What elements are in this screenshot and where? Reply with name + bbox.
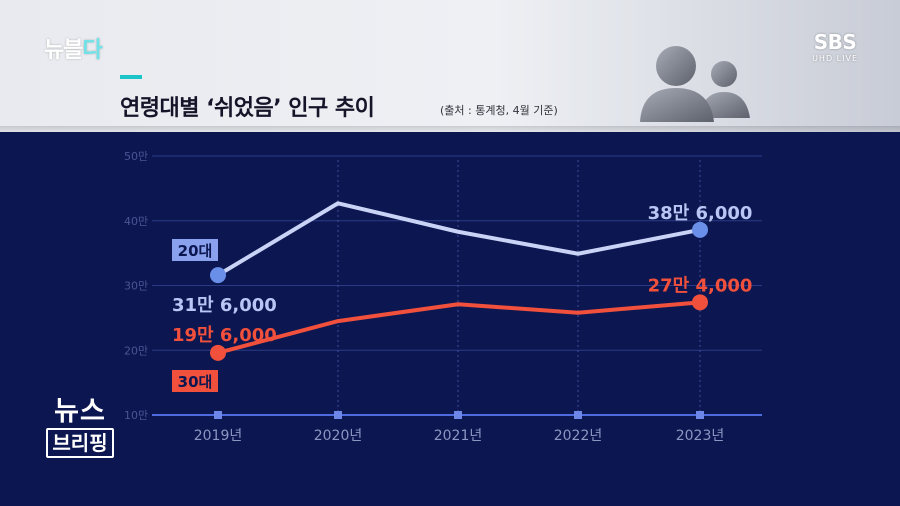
y-tick-label: 30만 xyxy=(124,280,148,293)
chart-title: 연령대별 ‘쉬었음’ 인구 추이 xyxy=(120,96,375,121)
legend-box xyxy=(172,239,218,261)
data-label: 31만 6,000 xyxy=(172,295,277,316)
x-axis-marker xyxy=(574,411,582,419)
legend-box xyxy=(172,370,218,392)
x-axis-marker xyxy=(696,411,704,419)
data-label: 38만 6,000 xyxy=(648,203,753,224)
x-axis-marker xyxy=(334,411,342,419)
y-tick-label: 20만 xyxy=(124,344,148,357)
x-axis-marker xyxy=(454,411,462,419)
corner-logo: 뉴스 브리핑 xyxy=(40,398,120,462)
y-tick-label: 40만 xyxy=(124,215,148,228)
x-tick-label: 2020년 xyxy=(314,428,363,444)
legend-label: 20대 xyxy=(178,242,213,260)
title-accent-bar xyxy=(120,75,142,79)
data-point xyxy=(210,344,226,361)
x-axis-marker xyxy=(214,411,222,419)
y-tick-label: 50만 xyxy=(124,150,148,163)
network-logo-sub: UHD LIVE xyxy=(812,54,858,63)
legend-label: 30대 xyxy=(178,373,213,391)
series-line-2 xyxy=(216,300,702,355)
series-line-1 xyxy=(216,201,702,278)
chart-source: (출처 : 통계청, 4월 기준) xyxy=(440,104,558,117)
x-tick-label: 2019년 xyxy=(194,428,243,444)
x-tick-label: 2022년 xyxy=(554,428,603,444)
y-tick-label: 10만 xyxy=(124,409,148,422)
data-point xyxy=(692,294,708,311)
x-tick-label: 2023년 xyxy=(676,428,725,444)
data-point xyxy=(210,267,226,284)
data-label: 27만 4,000 xyxy=(648,275,753,296)
data-point xyxy=(692,221,708,238)
network-logo: SBS UHD LIVE xyxy=(812,32,858,63)
program-logo-main: 뉴블 xyxy=(44,38,83,63)
corner-logo-line2: 브리핑 xyxy=(46,428,114,458)
corner-logo-line1: 뉴스 xyxy=(54,396,106,427)
program-logo-accent: 다 xyxy=(82,38,102,63)
header-band xyxy=(0,0,900,132)
x-tick-label: 2021년 xyxy=(434,428,483,444)
people-icon xyxy=(640,46,750,122)
network-logo-main: SBS xyxy=(813,30,857,54)
program-logo: 뉴블다 xyxy=(44,32,103,64)
data-label: 19만 6,000 xyxy=(172,325,277,346)
header-shadow xyxy=(0,126,900,134)
